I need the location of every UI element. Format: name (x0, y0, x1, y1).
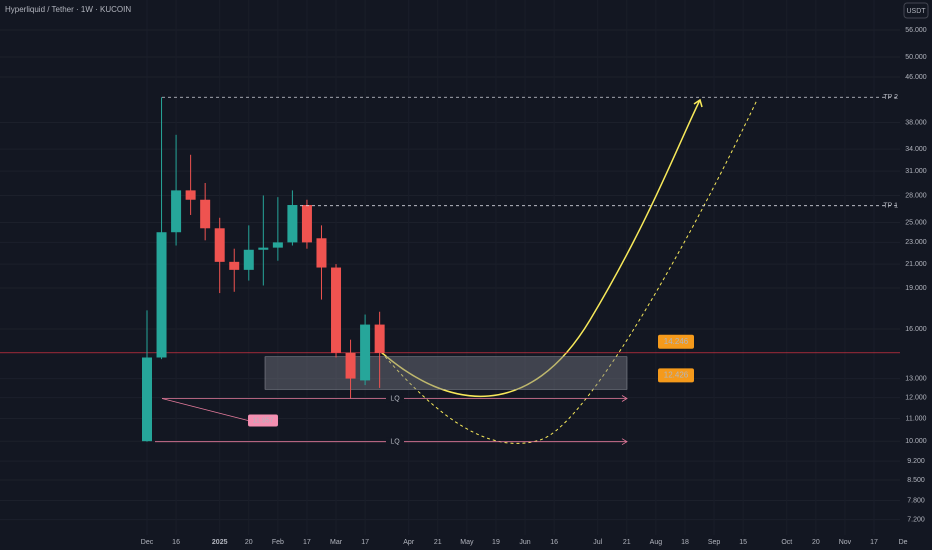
candle-body (374, 324, 385, 353)
x-tick-label: 15 (739, 539, 747, 546)
x-tick-label: 16 (550, 539, 558, 546)
x-tick-label: 21 (434, 539, 442, 546)
y-tick-label: 31.000 (905, 168, 927, 175)
x-tick-label: 19 (492, 539, 500, 546)
candle-body (229, 261, 240, 270)
x-tick-label: 17 (303, 539, 311, 546)
x-tick-label: 20 (245, 539, 253, 546)
overlay (0, 98, 900, 444)
y-tick-label: 9.200 (907, 458, 925, 465)
x-tick-label: Oct (781, 539, 792, 546)
x-tick-label: 17 (870, 539, 878, 546)
x-tick-label: Feb (272, 539, 284, 546)
x-tick-label: Jun (519, 539, 530, 546)
candle-body (331, 267, 342, 353)
low-pointer (161, 398, 249, 421)
candle-body (287, 205, 298, 243)
low-box (248, 414, 278, 427)
candle-body (316, 238, 327, 268)
x-tick-label: Jul (593, 539, 602, 546)
currency: USDT (906, 8, 926, 15)
candle-body (360, 324, 371, 381)
x-tick-label: Sep (708, 539, 721, 546)
y-tick-label: 16.000 (905, 326, 927, 333)
x-tick-label: 2025 (212, 539, 228, 546)
x-tick-label: 21 (623, 539, 631, 546)
y-tick-label: 56.000 (905, 27, 927, 34)
x-tick-label: Aug (650, 539, 663, 546)
y-tick-label: 21.000 (905, 261, 927, 268)
x-tick-label: 18 (681, 539, 689, 546)
target-name: TP 1 (883, 203, 898, 210)
candle-body (200, 199, 211, 229)
y-tick-label: 10.000 (905, 438, 927, 445)
target-callout-value: 12.426 (664, 370, 689, 379)
y-tick-label: 34.000 (905, 146, 927, 153)
candle-body (185, 190, 196, 200)
candle-body (258, 247, 269, 250)
x-tick-label: 17 (361, 539, 369, 546)
y-tick-label: 13.000 (905, 375, 927, 382)
lq-label: LQ (390, 439, 400, 446)
y-tick-label: 38.000 (905, 119, 927, 126)
x-tick-label: 16 (172, 539, 180, 546)
projection-curve (380, 99, 701, 398)
candle-body (142, 357, 152, 442)
lq-label: LQ (390, 395, 400, 402)
x-tick-label: May (460, 539, 474, 546)
candle-body (301, 205, 312, 243)
x-tick-label: Nov (839, 539, 852, 546)
y-tick-label: 46.000 (905, 74, 927, 81)
x-tick-label: De (899, 539, 908, 546)
lq-bg (386, 394, 404, 403)
x-tick-label: Dec (141, 539, 154, 546)
target-callout (658, 368, 694, 383)
target-callout-value: 14.246 (664, 337, 689, 346)
currency-box (903, 2, 929, 19)
price-axis (900, 0, 932, 550)
candle-body (171, 190, 182, 233)
lq-bg (386, 437, 404, 446)
low-value: 11.957 (253, 417, 274, 424)
chart-title: Hyperliquid / Tether · 1W · KUCOIN (5, 5, 131, 14)
y-tick-label: 11.000 (906, 415, 927, 422)
zone (264, 356, 628, 390)
y-tick-label: 50.000 (905, 54, 927, 61)
y-tick-label: 7.200 (907, 516, 925, 523)
target-callout (658, 334, 694, 349)
arrow-head (693, 98, 703, 108)
y-tick-label: 28.000 (905, 192, 927, 199)
x-tick-label: Apr (403, 539, 415, 546)
y-tick-label: 7.800 (907, 497, 925, 504)
lq-arrow (621, 438, 628, 446)
lq-arrow (621, 395, 628, 402)
y-tick-label: 19.000 (905, 285, 927, 292)
y-tick-label: 25.000 (905, 219, 927, 226)
candle-body (214, 228, 225, 262)
alt-projection-curve (380, 99, 758, 444)
candle-body (272, 242, 283, 248)
y-tick-label: 23.000 (905, 239, 927, 246)
x-tick-label: 20 (812, 539, 820, 546)
candles (142, 97, 385, 442)
x-tick-label: Mar (330, 539, 343, 546)
y-tick-label: 8.500 (907, 477, 925, 484)
candle-body (345, 352, 356, 379)
grid (0, 0, 903, 535)
y-tick-label: 12.000 (905, 395, 927, 402)
axis-labels: 56.000 50.000 46.000 38.000 34.000 31.000 28.0… (141, 27, 927, 546)
candle-body (156, 232, 167, 358)
candle-body (243, 249, 254, 270)
target-name: TP 2 (883, 94, 898, 101)
